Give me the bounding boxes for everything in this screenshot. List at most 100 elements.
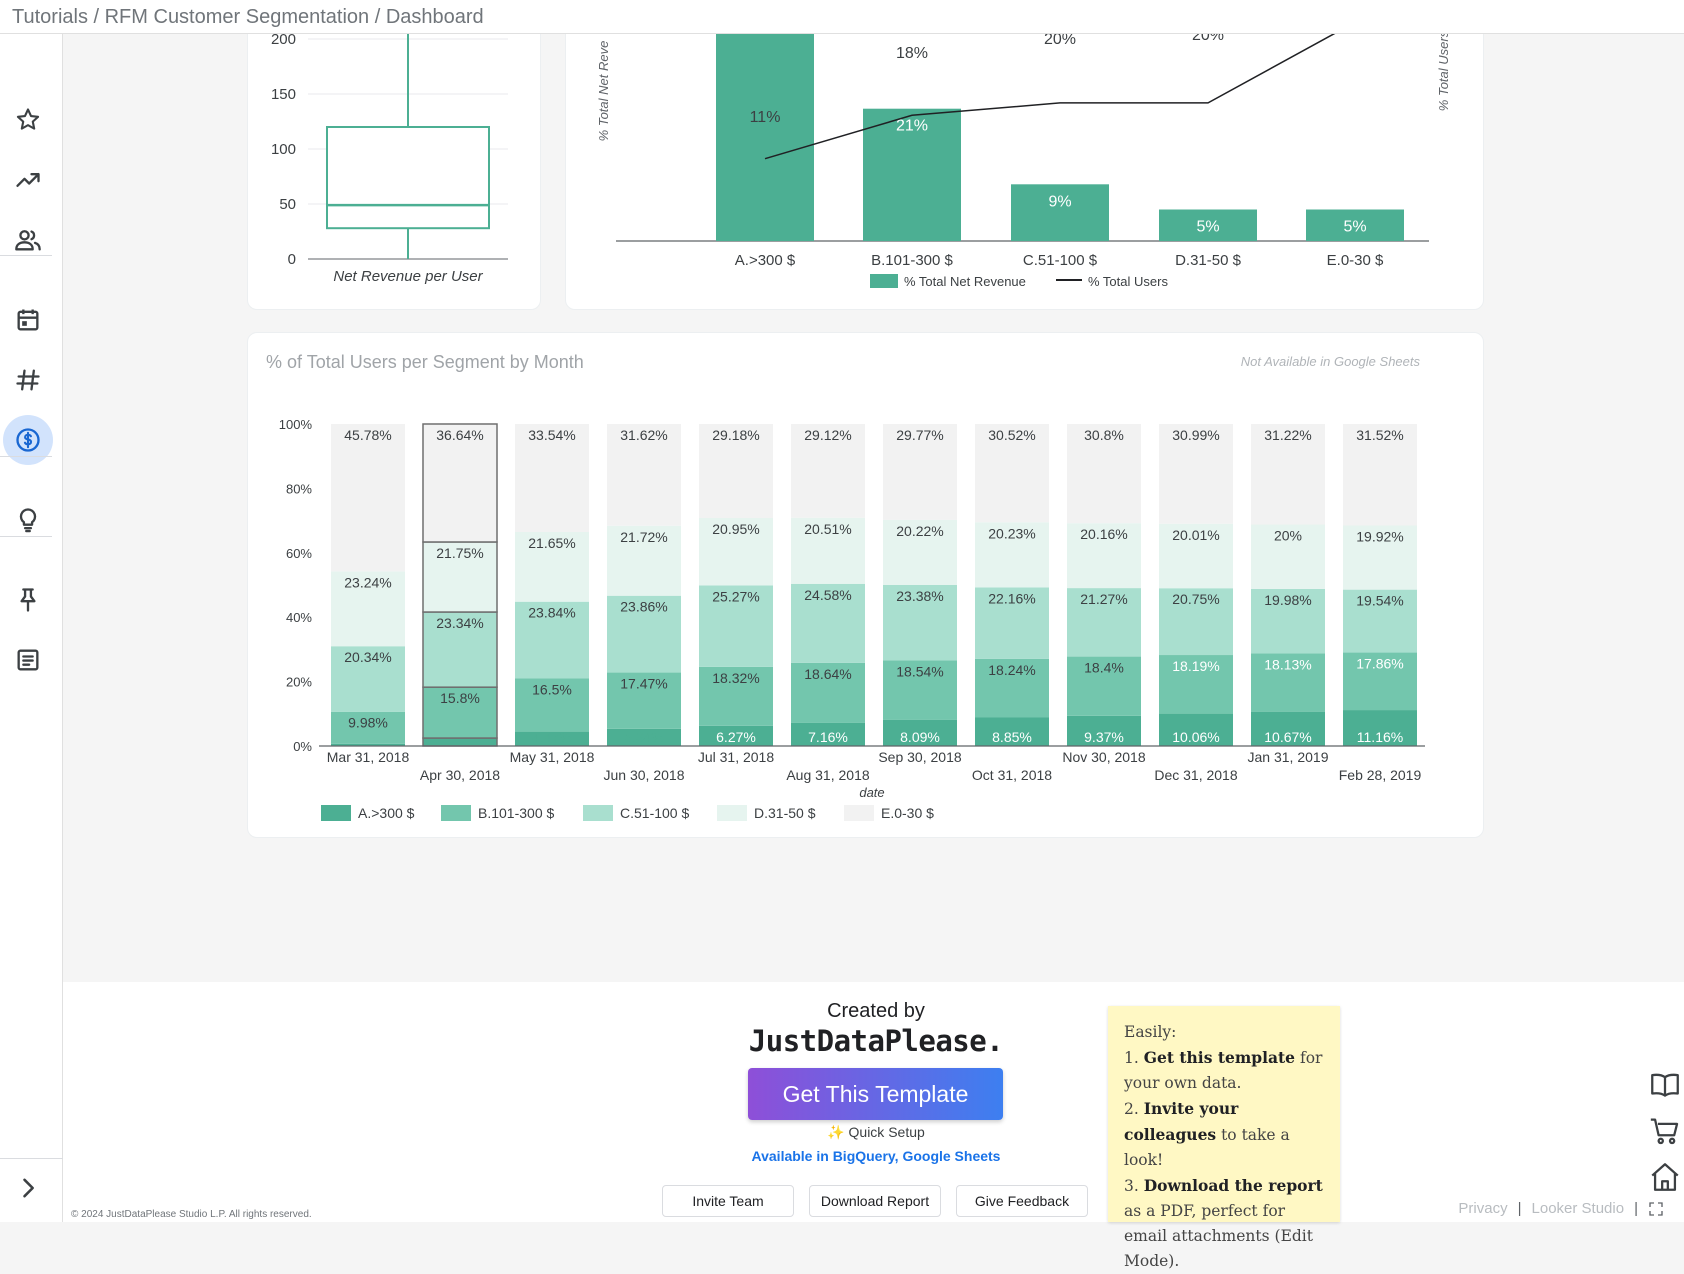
stacked-value-label: 20.95% (712, 521, 759, 537)
y-tick-label: 150 (271, 86, 296, 103)
x-tick-label: May 31, 2018 (510, 749, 595, 765)
stacked-bar-segment (1067, 424, 1141, 524)
stacked-value-label: 18.13% (1264, 656, 1311, 672)
sidebar-item-users[interactable] (3, 215, 53, 265)
x-tick-label: Dec 31, 2018 (1154, 767, 1237, 783)
legend-swatch (844, 805, 874, 821)
x-tick-label: Aug 31, 2018 (786, 767, 870, 783)
stacked-bar-segment (699, 585, 773, 667)
document-icon (17, 649, 39, 671)
stacked-value-label: 5.34% (624, 729, 664, 745)
get-template-button[interactable]: Get This Template (748, 1068, 1003, 1120)
chevron-right-icon[interactable] (14, 1174, 42, 1202)
fullscreen-icon[interactable] (1648, 1201, 1664, 1217)
x-axis-label: Net Revenue per User (333, 268, 483, 285)
stacked-value-label: 22.16% (988, 590, 1035, 606)
category-label: A.>300 $ (735, 252, 796, 269)
trending-up-icon (16, 173, 40, 187)
stacked-bar-segment (331, 571, 405, 647)
sidebar-item-report[interactable] (3, 635, 53, 685)
stacked-value-label: 20.01% (1172, 527, 1219, 543)
availability-label[interactable]: Available in BigQuery, Google Sheets (751, 1148, 1001, 1164)
stacked-bar-segment (1343, 589, 1417, 653)
stacked-bar-segment (1251, 653, 1325, 712)
stacked-bar-segment (331, 424, 405, 572)
sidebar-item-revenue[interactable] (3, 415, 53, 465)
looker-studio-link[interactable]: Looker Studio (1531, 1200, 1625, 1217)
bar-label: 5% (1343, 219, 1366, 236)
sidebar-item-numbers[interactable] (3, 355, 53, 405)
stacked-bar-segment (791, 517, 865, 584)
stacked-bar-segment (699, 517, 773, 586)
stacked-bar-segment (1067, 523, 1141, 589)
download-report-button[interactable]: Download Report (809, 1185, 941, 1217)
boxplot-card: 0 50 100 150 200 Net Revenue per User (247, 0, 541, 310)
stacked-bar-segment (699, 725, 773, 746)
legend-label-users: % Total Users (1088, 274, 1168, 289)
legend-swatch (321, 805, 351, 821)
lightbulb-icon (19, 508, 37, 533)
stacked-bar-segment (1343, 652, 1417, 711)
stacked-bar-segment (331, 743, 405, 746)
stacked-value-label: 31.22% (1264, 427, 1311, 443)
quick-setup-label: ✨ Quick Setup (827, 1124, 925, 1140)
stacked-value-label: 31.62% (620, 427, 667, 443)
stacked-value-label: 21.75% (436, 545, 483, 561)
give-feedback-button[interactable]: Give Feedback (956, 1185, 1088, 1217)
stacked-bar-segment (422, 737, 498, 747)
stacked-bar-segment (515, 678, 589, 732)
stacked-bar-segment (1159, 713, 1233, 746)
revenue-bar (1306, 209, 1404, 241)
stacked-value-label: 19.98% (1264, 592, 1311, 608)
sidebar-item-calendar[interactable] (3, 295, 53, 345)
stacked-value-label: 23.38% (896, 588, 943, 604)
stacked-value-label: 21.27% (1080, 591, 1127, 607)
sidebar-item-insights[interactable] (3, 495, 53, 545)
book-icon[interactable] (1648, 1068, 1682, 1102)
sidebar-item-trends[interactable] (3, 155, 53, 205)
stacked-bar-segment (422, 611, 498, 688)
pin-icon (20, 588, 36, 612)
legend-swatch (441, 805, 471, 821)
home-icon[interactable] (1648, 1160, 1682, 1194)
x-tick-label: Mar 31, 2018 (327, 749, 410, 765)
stacked-value-label: 20.34% (344, 649, 391, 665)
stacked-value-label: 30.99% (1172, 427, 1219, 443)
stacked-bar-segment (515, 601, 589, 679)
x-tick-label: Jul 31, 2018 (698, 749, 774, 765)
y-tick-label: 100 (271, 141, 296, 158)
stacked-value-label: 18.32% (712, 670, 759, 686)
sidebar-item-pinned[interactable] (3, 575, 53, 625)
sidebar-item-favorites[interactable] (3, 95, 53, 145)
bar-label: 9% (1048, 193, 1071, 210)
bottom-links: Privacy | Looker Studio | (1458, 1200, 1664, 1217)
hashtag-icon (16, 369, 40, 391)
stacked-chart: 0% 20% 40% 60% 80% 100% 9.98% 20.34% 23.24% 45.78… (279, 417, 1425, 821)
stacked-bar-segment (975, 522, 1049, 588)
sidebar (0, 34, 63, 1222)
stacked-value-label: 29.77% (896, 427, 943, 443)
category-label: C.51-100 $ (1023, 252, 1098, 269)
legend-label: C.51-100 $ (620, 805, 689, 821)
cart-icon[interactable] (1648, 1114, 1682, 1148)
breadcrumb[interactable]: Tutorials / RFM Customer Segmentation / … (12, 6, 484, 28)
segment-card: A.>300 $ 21% B.101-300 $ 9% C.51-100 $ 5% D.31… (565, 0, 1484, 310)
stacked-bar-segment (1251, 588, 1325, 654)
stacked-bar-segment (1343, 525, 1417, 590)
stacked-bar-segment (515, 531, 589, 602)
y-tick-label: 20% (286, 675, 312, 690)
stacked-bar-segment (791, 722, 865, 746)
y-tick-label: 100% (279, 417, 313, 432)
stacked-bar-segment (791, 424, 865, 518)
legend-label: E.0-30 $ (881, 805, 934, 821)
stacked-value-label: 17.86% (1356, 656, 1403, 672)
privacy-link[interactable]: Privacy (1458, 1200, 1508, 1217)
stacked-value-label: 8.85% (992, 729, 1032, 745)
stacked-bar-segment (1067, 715, 1141, 746)
stacked-value-label: 29.18% (712, 427, 759, 443)
stacked-bar-segment (1159, 523, 1233, 589)
stacked-value-label: 20.16% (1080, 526, 1127, 542)
brand-logo[interactable]: JustDataPlease. (748, 1024, 1004, 1058)
bar-label: 5% (1196, 219, 1219, 236)
invite-team-button[interactable]: Invite Team (662, 1185, 794, 1217)
